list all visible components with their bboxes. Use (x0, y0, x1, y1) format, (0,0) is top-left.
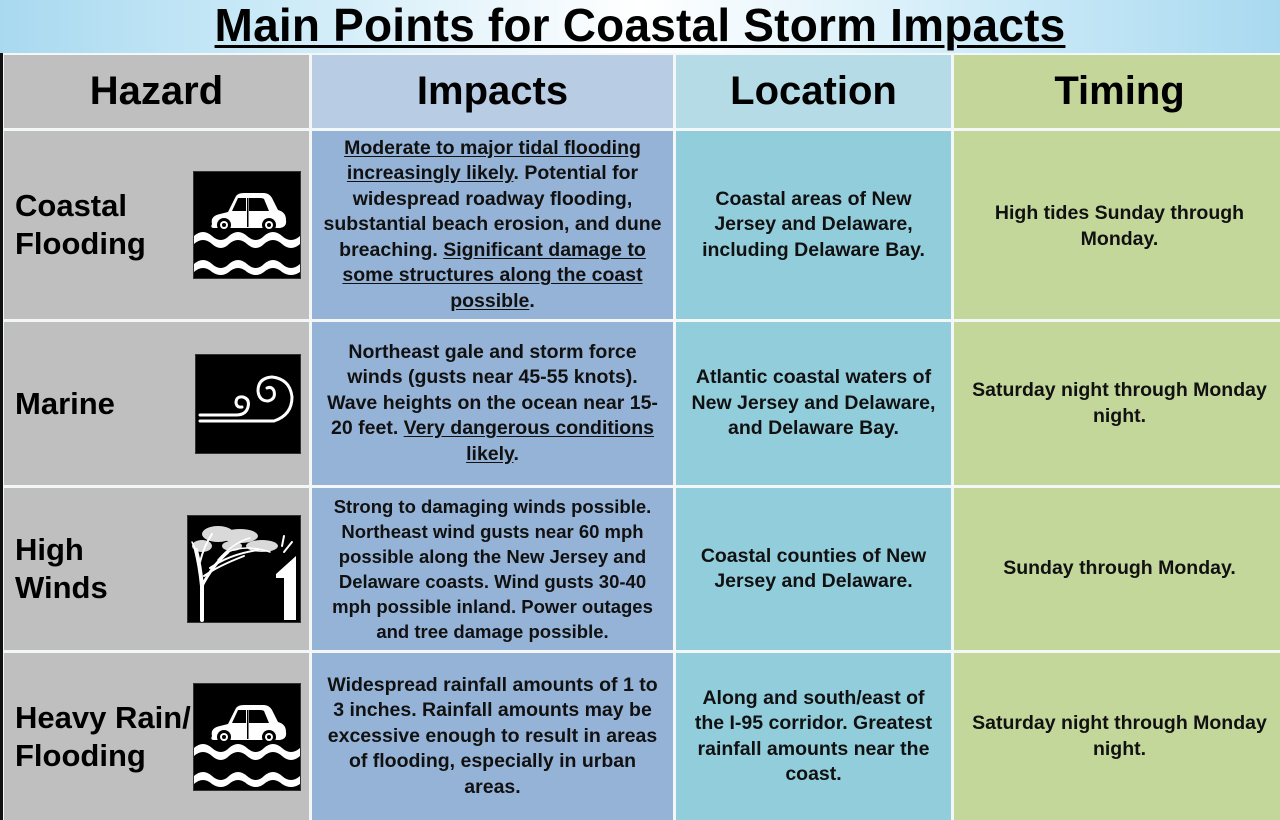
car-flood-icon (193, 682, 301, 791)
hazard-cell-high-winds: High Winds (4, 488, 309, 650)
impacts-text-part: . (513, 442, 519, 465)
page-title: Main Points for Coastal Storm Impacts (214, 0, 1066, 51)
impacts-text: Strong to damaging winds possible. North… (312, 494, 673, 644)
timing-text: High tides Sunday through Monday. (994, 202, 1245, 250)
impacts-text: Widespread rainfall amounts of 1 to 3 in… (312, 673, 673, 801)
impacts-table: Hazard Impacts Location Timing Coastal F… (4, 55, 1280, 820)
impacts-highlight: Moderate to major tidal flooding increas… (344, 136, 641, 185)
location-text: Along and south/east of the I-95 corrido… (694, 686, 933, 786)
title-band: Main Points for Coastal Storm Impacts (0, 0, 1280, 53)
hazard-cell-coastal-flooding: Coastal Flooding (4, 131, 309, 319)
left-border (0, 53, 3, 820)
location-text: Atlantic coastal waters of New Jersey an… (691, 366, 936, 440)
hazard-cell-marine: Marine (4, 322, 309, 485)
impacts-highlight: Significant damage to some structures al… (342, 238, 646, 312)
car-flood-icon (193, 171, 301, 279)
impacts-cell-marine: Northeast gale and storm force winds (gu… (312, 322, 673, 485)
timing-cell-heavy-rain-flooding: Saturday night through Monday night. (954, 653, 1280, 820)
impacts-cell-coastal-flooding: Moderate to major tidal flooding increas… (312, 131, 673, 319)
impacts-cell-high-winds: Strong to damaging winds possible. North… (312, 488, 673, 650)
hazard-cell-heavy-rain-flooding: Heavy Rain/ Flooding (4, 653, 309, 820)
location-text: Coastal counties of New Jersey and Delaw… (700, 544, 927, 593)
hazard-name: Coastal Flooding (15, 188, 146, 261)
timing-cell-high-winds: Sunday through Monday. (954, 488, 1280, 650)
location-cell-marine: Atlantic coastal waters of New Jersey an… (676, 322, 951, 485)
header-impacts: Impacts (312, 55, 673, 128)
location-text: Coastal areas of New Jersey and Delaware… (702, 187, 925, 261)
timing-text: Saturday night through Monday night. (972, 712, 1267, 760)
hazard-name: Marine (15, 385, 115, 421)
timing-cell-marine: Saturday night through Monday night. (954, 322, 1280, 485)
location-cell-heavy-rain-flooding: Along and south/east of the I-95 corrido… (676, 653, 951, 820)
header-hazard: Hazard (4, 55, 309, 128)
location-cell-high-winds: Coastal counties of New Jersey and Delaw… (676, 488, 951, 650)
timing-text: Saturday night through Monday night. (972, 379, 1267, 427)
hazard-name: High Winds (15, 532, 108, 605)
wind-swirl-icon (195, 353, 301, 454)
timing-text: Sunday through Monday. (1003, 557, 1236, 580)
impacts-text-part: . Potential for widespread roadway flood… (323, 162, 662, 261)
location-cell-coastal-flooding: Coastal areas of New Jersey and Delaware… (676, 131, 951, 319)
impacts-text-part: Strong to damaging winds possible. North… (332, 496, 653, 642)
header-location: Location (676, 55, 951, 128)
timing-cell-coastal-flooding: High tides Sunday through Monday. (954, 131, 1280, 319)
impacts-text-part: . (529, 289, 535, 312)
hazard-name: Heavy Rain/ Flooding (15, 699, 191, 773)
impacts-text: Northeast gale and storm force winds (gu… (312, 340, 673, 468)
impacts-text: Moderate to major tidal flooding increas… (312, 136, 673, 315)
impacts-cell-heavy-rain-flooding: Widespread rainfall amounts of 1 to 3 in… (312, 653, 673, 820)
impacts-text-part: Northeast gale and storm force winds (gu… (327, 340, 658, 440)
tree-wind-damage-icon (187, 515, 301, 623)
header-timing: Timing (954, 55, 1280, 128)
impacts-text-part: Widespread rainfall amounts of 1 to 3 in… (327, 673, 658, 798)
impacts-highlight: Very dangerous conditions likely (403, 417, 654, 465)
